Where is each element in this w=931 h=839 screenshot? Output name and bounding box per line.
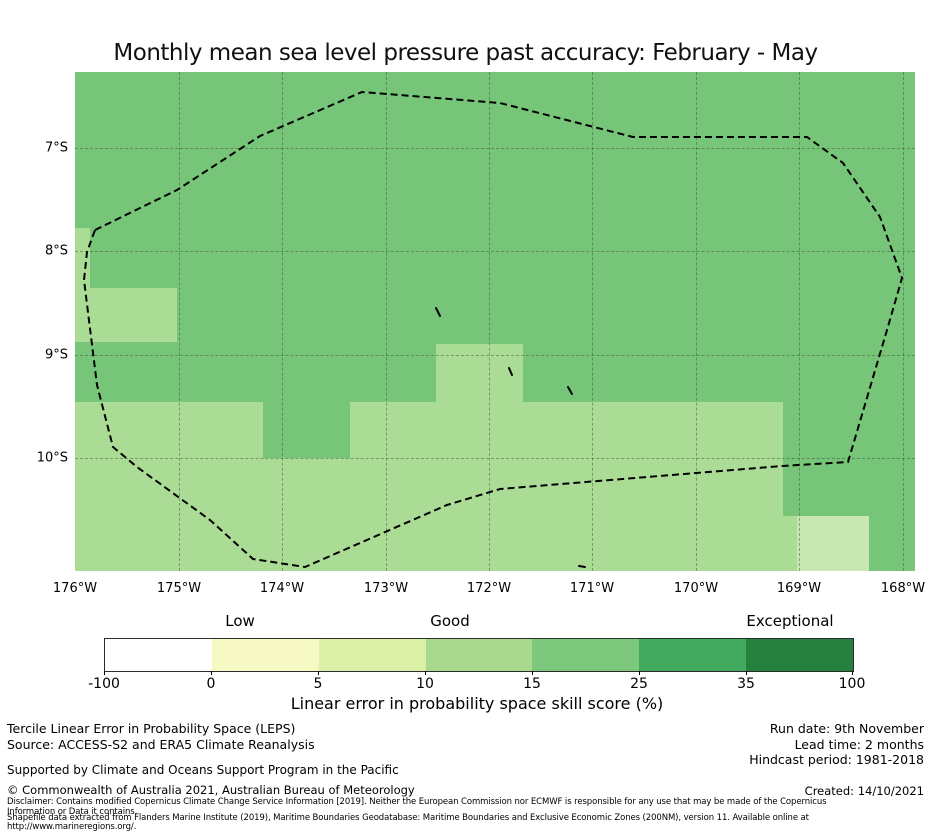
footer-source: Source: ACCESS-S2 and ERA5 Climate Reana… (7, 737, 315, 752)
shapefile-credit-line-2: http://www.marineregions.org/. (7, 822, 137, 832)
map-gridline-vertical (903, 72, 904, 571)
map-cell (350, 402, 783, 458)
colorbar-tickmark (425, 671, 426, 675)
footer-run-date: Run date: 9th November (769, 721, 924, 736)
colorbar-tickmark (318, 671, 319, 675)
footer-copyright: © Commonwealth of Australia 2021, Austra… (7, 783, 415, 797)
lon-tick-label: 170°W (673, 581, 719, 596)
map-gridline-horizontal (75, 355, 915, 356)
map-gridline-vertical (592, 72, 593, 571)
island-mark (435, 307, 441, 317)
colorbar-tick-label: -100 (88, 676, 120, 692)
map-gridline-horizontal (75, 148, 915, 149)
eez-dashed-boundary (82, 90, 904, 569)
island-mark (578, 565, 586, 568)
eez-boundary-overlay (82, 90, 904, 569)
colorbar-category-label: Exceptional (746, 612, 834, 630)
lat-tick-label: 7°S (44, 140, 68, 156)
colorbar-tick-label: 35 (737, 676, 755, 692)
lat-tick-label: 10°S (36, 450, 68, 466)
colorbar-category-label: Good (430, 612, 470, 630)
figure-title: Monthly mean sea level pressure past acc… (113, 40, 818, 66)
colorbar-segment (105, 639, 212, 671)
colorbar-tickmark (532, 671, 533, 675)
map-cell (75, 228, 90, 288)
colorbar (104, 638, 854, 672)
footer-hindcast-period: Hindcast period: 1981-2018 (749, 752, 924, 767)
colorbar-tickmark (104, 671, 105, 675)
map-gridline-horizontal (75, 251, 915, 252)
island-mark (508, 367, 513, 376)
lon-tick-label: 176°W (52, 581, 98, 596)
map-cell (75, 458, 783, 516)
map-gridline-horizontal (75, 458, 915, 459)
colorbar-tickmark (639, 671, 640, 675)
map-canvas (75, 72, 915, 571)
colorbar-segment (211, 639, 319, 671)
footer-lead-time: Lead time: 2 months (794, 737, 924, 752)
colorbar-segment (532, 639, 640, 671)
map-cell (75, 516, 797, 571)
lon-tick-label: 173°W (363, 581, 409, 596)
disclaimer-line-2: Information or Data it contains. (7, 807, 138, 817)
map-cell (75, 402, 263, 458)
colorbar-tick-label: 100 (838, 676, 866, 692)
island-mark (567, 386, 573, 395)
colorbar-tick-label: 15 (523, 676, 541, 692)
map-cell (436, 344, 523, 403)
colorbar-tick-label: 25 (630, 676, 648, 692)
map-cell (797, 516, 869, 571)
footer-supported-by: Supported by Climate and Oceans Support … (7, 763, 399, 777)
colorbar-segment (746, 639, 854, 671)
colorbar-tick-label: 10 (416, 676, 434, 692)
colorbar-segment (318, 639, 426, 671)
map-gridline-vertical (696, 72, 697, 571)
lon-tick-label: 168°W (880, 581, 926, 596)
colorbar-tick-label: 5 (313, 676, 323, 692)
lat-tick-label: 9°S (44, 347, 68, 363)
colorbar-segment (425, 639, 533, 671)
map-gridline-vertical (799, 72, 800, 571)
map-gridline-vertical (282, 72, 283, 571)
footer-metric-name: Tercile Linear Error in Probability Spac… (7, 721, 296, 736)
colorbar-tickmark (852, 671, 853, 675)
lon-tick-label: 175°W (156, 581, 202, 596)
colorbar-caption: Linear error in probability space skill … (290, 694, 664, 713)
lon-tick-label: 174°W (259, 581, 305, 596)
shapefile-credit-line-1: Shapefile data extracted from Flanders M… (7, 813, 809, 823)
lon-tick-label: 169°W (776, 581, 822, 596)
colorbar-category-label: Low (225, 612, 255, 630)
map-gridline-vertical (179, 72, 180, 571)
disclaimer-line-1: Disclaimer: Contains modified Copernicus… (7, 797, 827, 807)
colorbar-segment (639, 639, 747, 671)
lat-tick-label: 8°S (44, 243, 68, 259)
colorbar-tickmark (746, 671, 747, 675)
map-cell (75, 288, 177, 342)
footer-created-date: Created: 14/10/2021 (804, 784, 924, 798)
lon-tick-label: 172°W (466, 581, 512, 596)
map-gridline-vertical (386, 72, 387, 571)
colorbar-tick-label: 0 (206, 676, 216, 692)
lon-tick-label: 171°W (569, 581, 615, 596)
map-gridline-vertical (489, 72, 490, 571)
colorbar-tickmark (211, 671, 212, 675)
